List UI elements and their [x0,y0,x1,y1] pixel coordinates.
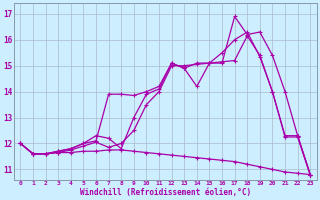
X-axis label: Windchill (Refroidissement éolien,°C): Windchill (Refroidissement éolien,°C) [80,188,251,197]
